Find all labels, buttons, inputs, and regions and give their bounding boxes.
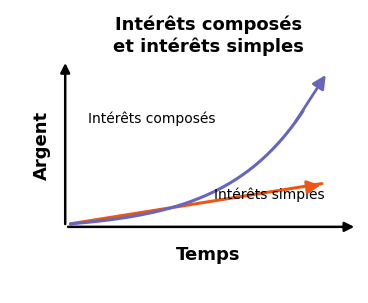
Text: Intérêts simples: Intérêts simples <box>214 188 325 202</box>
Text: Argent: Argent <box>33 111 51 180</box>
Title: Intérêts composés
et intérêts simples: Intérêts composés et intérêts simples <box>113 15 304 56</box>
Text: Temps: Temps <box>176 246 241 265</box>
Text: Intérêts composés: Intérêts composés <box>88 111 216 125</box>
